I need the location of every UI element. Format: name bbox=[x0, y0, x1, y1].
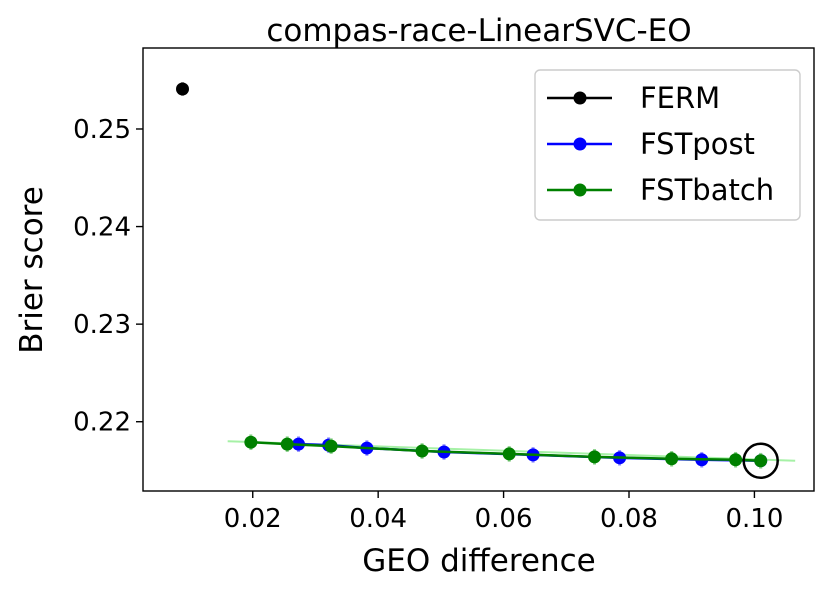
data-point-fstbatch bbox=[502, 447, 516, 461]
x-tick-label: 0.02 bbox=[224, 504, 282, 534]
legend: FERM FSTpost FSTbatch bbox=[534, 69, 801, 221]
data-point-fstbatch bbox=[415, 444, 429, 458]
axes-frame bbox=[142, 47, 815, 492]
y-tick-label: 0.25 bbox=[73, 115, 131, 145]
y-axis: 0.22 0.23 0.24 0.25 bbox=[73, 115, 143, 438]
x-axis: 0.02 0.04 0.06 0.08 0.10 bbox=[224, 491, 783, 534]
x-tick-label: 0.10 bbox=[725, 504, 783, 534]
legend-label-fstpost: FSTpost bbox=[640, 127, 755, 161]
data-point-fstbatch bbox=[754, 454, 768, 468]
highlight-marker bbox=[742, 442, 779, 480]
legend-label-fstbatch: FSTbatch bbox=[640, 173, 774, 207]
legend-frame bbox=[534, 69, 801, 221]
y-tick-label: 0.23 bbox=[73, 310, 131, 340]
legend-marker-ferm bbox=[573, 91, 587, 105]
legend-entry-fstbatch: FSTbatch bbox=[547, 173, 774, 207]
legend-entry-ferm: FERM bbox=[547, 81, 720, 115]
y-axis-label: Brier score bbox=[14, 186, 50, 354]
legend-marker-fstpost bbox=[573, 137, 587, 151]
data-point-fstbatch bbox=[280, 437, 294, 451]
legend-entry-fstpost: FSTpost bbox=[547, 127, 755, 161]
plot-area bbox=[176, 82, 796, 480]
y-tick-label: 0.24 bbox=[73, 213, 131, 243]
data-point-fstbatch bbox=[729, 453, 743, 467]
y-tick-label: 0.22 bbox=[73, 408, 131, 438]
data-point-fstbatch bbox=[244, 435, 258, 449]
x-tick-label: 0.06 bbox=[475, 504, 533, 534]
data-point-fstbatch bbox=[665, 452, 679, 466]
legend-marker-fstbatch bbox=[573, 183, 587, 197]
data-point-ferm bbox=[176, 82, 190, 96]
data-point-fstbatch bbox=[324, 439, 338, 453]
x-tick-label: 0.08 bbox=[600, 504, 658, 534]
data-point-fstbatch bbox=[588, 450, 602, 464]
chart-title: compas-race-LinearSVC-EO bbox=[266, 13, 691, 49]
x-tick-label: 0.04 bbox=[349, 504, 407, 534]
x-axis-label: GEO difference bbox=[362, 543, 595, 579]
legend-label-ferm: FERM bbox=[640, 81, 720, 115]
